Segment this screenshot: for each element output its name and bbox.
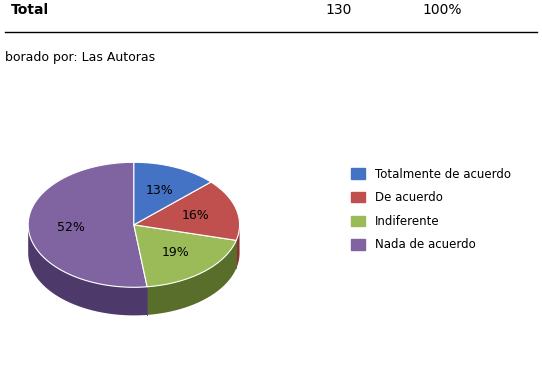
Polygon shape	[134, 162, 211, 225]
Polygon shape	[28, 225, 147, 315]
Text: 13%: 13%	[145, 184, 173, 197]
Text: Total: Total	[11, 3, 49, 16]
Polygon shape	[134, 225, 236, 287]
Text: 100%: 100%	[423, 3, 462, 16]
Polygon shape	[236, 225, 240, 269]
Text: 19%: 19%	[162, 247, 190, 259]
Polygon shape	[28, 162, 147, 287]
Text: 16%: 16%	[182, 209, 209, 222]
Polygon shape	[147, 240, 236, 315]
Polygon shape	[134, 182, 240, 240]
Legend: Totalmente de acuerdo, De acuerdo, Indiferente, Nada de acuerdo: Totalmente de acuerdo, De acuerdo, Indif…	[347, 164, 514, 255]
Text: 52%: 52%	[57, 221, 85, 234]
Text: borado por: Las Autoras: borado por: Las Autoras	[5, 51, 156, 64]
Text: 130: 130	[325, 3, 352, 16]
